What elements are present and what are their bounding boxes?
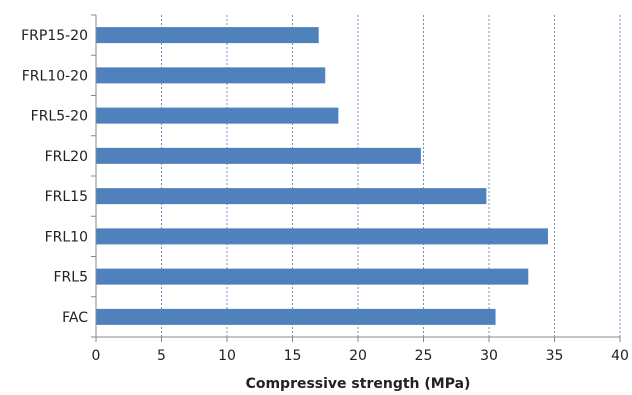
x-tick-label-0: 0 xyxy=(92,348,101,364)
grid-layer xyxy=(161,15,621,337)
bar-frp15-20 xyxy=(96,27,319,44)
x-tick-label-15: 15 xyxy=(284,348,302,364)
bar-frl5 xyxy=(96,268,529,285)
y-tick-label-frp15-20: FRP15-20 xyxy=(21,28,88,44)
bar-frl10-20 xyxy=(96,67,326,84)
y-tick-label-fac: FAC xyxy=(62,310,88,326)
x-tick-label-20: 20 xyxy=(349,348,367,364)
y-tick-label-frl20: FRL20 xyxy=(45,149,88,165)
y-tick-label-frl10: FRL10 xyxy=(45,229,88,245)
y-tick-label-frl15: FRL15 xyxy=(45,189,88,205)
bar-frl10 xyxy=(96,228,548,245)
bar-frl20 xyxy=(96,147,421,164)
y-tick-label-frl10-20: FRL10-20 xyxy=(22,68,88,84)
bar-frl15 xyxy=(96,188,487,205)
x-tick-label-40: 40 xyxy=(611,348,629,364)
x-tick-label-35: 35 xyxy=(546,348,564,364)
x-tick-label-5: 5 xyxy=(157,348,166,364)
x-tick-label-25: 25 xyxy=(415,348,433,364)
axis-layer: FRP15-20 FRL10-20 FRL5-20 FRL20 FRL15 FRL10 FR… xyxy=(21,14,629,364)
x-tick-label-30: 30 xyxy=(480,348,498,364)
bar-fac xyxy=(96,308,496,325)
x-axis-title: Compressive strength (MPa) xyxy=(246,376,471,392)
y-tick-label-frl5: FRL5 xyxy=(54,270,89,286)
y-tick-label-frl5-20: FRL5-20 xyxy=(31,109,88,125)
bar-layer xyxy=(96,27,548,325)
x-tick-label-10: 10 xyxy=(218,348,236,364)
bar-frl5-20 xyxy=(96,107,339,124)
